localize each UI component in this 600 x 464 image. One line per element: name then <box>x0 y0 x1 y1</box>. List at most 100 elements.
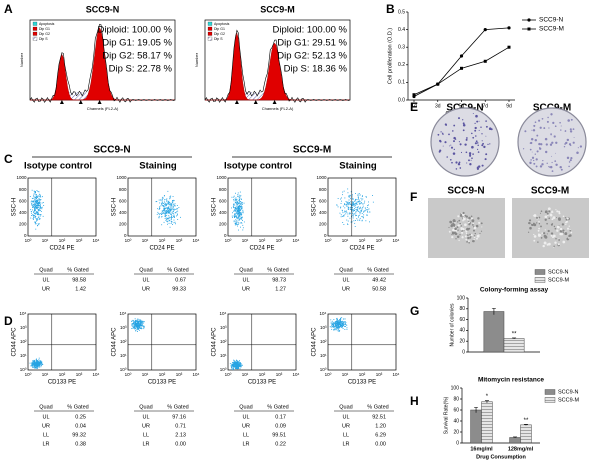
event-dot <box>167 202 169 203</box>
table-value: 1.42 <box>75 286 86 292</box>
event-dot <box>37 218 39 220</box>
x-tick-label: 1d <box>411 103 417 109</box>
event-dot <box>240 206 242 207</box>
x-tick-label: 10⁴ <box>393 238 400 243</box>
event-dot <box>239 203 241 205</box>
event-dot <box>348 207 349 208</box>
event-dot <box>32 200 34 202</box>
error-bar <box>512 337 517 340</box>
event-dot <box>180 216 181 218</box>
event-dot <box>356 207 358 208</box>
table-value: 99.32 <box>72 432 86 438</box>
event-dot <box>235 364 237 366</box>
point <box>460 66 463 70</box>
event-dot <box>34 209 35 211</box>
colony-dot <box>452 152 456 155</box>
event-dot <box>344 207 346 209</box>
bar <box>520 424 532 444</box>
gate-marker <box>234 100 239 104</box>
event-dot <box>233 215 235 217</box>
event-dot <box>32 362 34 364</box>
event-dot <box>134 322 136 324</box>
event-dot <box>140 326 142 328</box>
event-dot <box>35 363 37 365</box>
event-dot <box>231 364 233 366</box>
event-dot <box>32 364 33 366</box>
colony-dot <box>555 152 556 154</box>
event-dot <box>165 213 167 214</box>
event-dot <box>35 367 37 369</box>
colony-dot <box>478 129 480 131</box>
event-dot <box>35 364 37 366</box>
cell-texture <box>468 223 471 226</box>
event-dot <box>343 325 345 327</box>
event-dot <box>337 198 339 199</box>
event-dot <box>233 364 234 366</box>
cell-texture <box>544 229 546 231</box>
event-dot <box>139 324 141 326</box>
colony-dot <box>568 143 572 146</box>
event-dot <box>32 206 34 207</box>
event-dot <box>340 320 342 322</box>
event-dot <box>37 209 39 210</box>
event-dot <box>170 195 172 197</box>
event-dot <box>166 210 168 212</box>
event-dot <box>33 207 35 209</box>
gate-marker <box>272 100 277 104</box>
table-row-label: LR <box>42 441 49 447</box>
event-dot <box>34 209 36 210</box>
event-dot <box>133 327 135 329</box>
event-dot <box>174 212 176 213</box>
event-dot <box>36 218 38 220</box>
event-dot <box>174 208 176 210</box>
event-dot <box>177 208 179 210</box>
event-dot <box>341 200 342 202</box>
cell-texture <box>547 214 549 216</box>
event-dot <box>167 221 168 223</box>
event-dot <box>238 361 240 363</box>
event-dot <box>233 363 235 365</box>
event-dot <box>242 364 243 366</box>
colony-dot <box>444 141 447 144</box>
gate-marker <box>97 100 102 104</box>
event-dot <box>37 366 38 367</box>
event-dot <box>345 211 347 213</box>
event-dot <box>39 215 41 217</box>
event-dot <box>337 320 339 322</box>
event-dot <box>157 208 159 210</box>
event-dot <box>37 203 39 205</box>
event-dot <box>235 192 236 194</box>
table-value: 0.38 <box>75 441 86 447</box>
event-dot <box>43 205 45 206</box>
colony-dot <box>538 119 541 122</box>
event-dot <box>32 365 34 367</box>
colony-dot <box>529 162 532 164</box>
event-dot <box>342 324 344 326</box>
colony-dot <box>437 133 440 136</box>
event-dot <box>337 206 339 208</box>
cell-texture <box>472 222 475 225</box>
event-dot <box>139 322 141 324</box>
cell-texture <box>459 222 462 225</box>
cell-texture <box>565 220 569 223</box>
event-dot <box>33 361 35 363</box>
table-value: 99.51 <box>272 432 286 438</box>
event-dot <box>161 212 162 214</box>
colony-dot <box>487 143 489 146</box>
y-tick-label: 10⁴ <box>20 311 27 316</box>
event-dot <box>360 211 362 213</box>
event-dot <box>31 205 33 206</box>
event-dot <box>131 323 133 325</box>
colony-dot <box>485 120 487 122</box>
event-dot <box>241 211 243 213</box>
event-dot <box>134 318 136 320</box>
colony-dot <box>532 157 534 159</box>
event-dot <box>338 330 340 332</box>
event-dot <box>364 207 366 209</box>
event-dot <box>34 199 36 201</box>
event-dot <box>340 216 342 218</box>
colony-dot <box>569 128 572 131</box>
x-tick-label: 10⁴ <box>193 238 200 243</box>
event-dot <box>346 203 348 205</box>
event-dot <box>342 205 344 207</box>
